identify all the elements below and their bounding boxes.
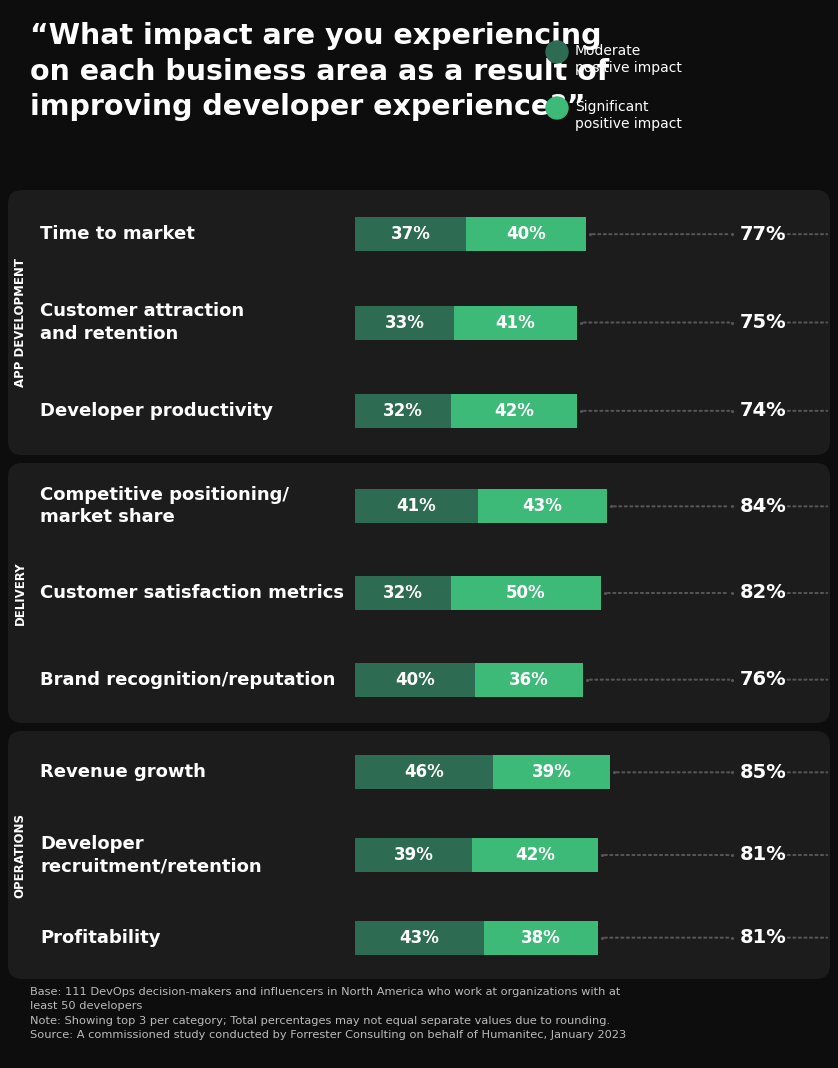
FancyBboxPatch shape: [355, 755, 493, 789]
Text: 82%: 82%: [740, 583, 787, 602]
Text: 74%: 74%: [740, 402, 787, 421]
Text: Developer
recruitment/retention: Developer recruitment/retention: [40, 835, 261, 875]
Text: OPERATIONS: OPERATIONS: [13, 813, 27, 897]
FancyBboxPatch shape: [355, 662, 475, 696]
Text: Significant
positive impact: Significant positive impact: [575, 100, 682, 131]
Text: 37%: 37%: [391, 225, 431, 244]
Text: 84%: 84%: [740, 497, 787, 516]
Text: 81%: 81%: [740, 846, 787, 864]
Text: Brand recognition/reputation: Brand recognition/reputation: [40, 671, 335, 689]
Text: DELIVERY: DELIVERY: [13, 561, 27, 625]
Text: Developer productivity: Developer productivity: [40, 402, 273, 420]
Text: 40%: 40%: [506, 225, 546, 244]
Text: Revenue growth: Revenue growth: [40, 764, 206, 782]
Text: 39%: 39%: [394, 846, 433, 864]
Text: Customer satisfaction metrics: Customer satisfaction metrics: [40, 584, 344, 602]
FancyBboxPatch shape: [355, 217, 466, 251]
FancyBboxPatch shape: [8, 464, 830, 723]
Text: 40%: 40%: [396, 671, 435, 689]
Text: 50%: 50%: [506, 584, 546, 602]
FancyBboxPatch shape: [478, 489, 607, 523]
Text: Competitive positioning/
market share: Competitive positioning/ market share: [40, 486, 289, 527]
FancyBboxPatch shape: [355, 576, 451, 610]
Text: 33%: 33%: [385, 314, 424, 331]
FancyBboxPatch shape: [451, 576, 601, 610]
FancyBboxPatch shape: [8, 731, 830, 979]
Text: 85%: 85%: [740, 763, 787, 782]
Text: 42%: 42%: [494, 402, 534, 420]
Text: 42%: 42%: [515, 846, 555, 864]
FancyBboxPatch shape: [466, 217, 586, 251]
Text: Profitability: Profitability: [40, 929, 161, 946]
FancyBboxPatch shape: [355, 305, 454, 340]
Text: APP DEVELOPMENT: APP DEVELOPMENT: [13, 258, 27, 387]
FancyBboxPatch shape: [355, 921, 484, 955]
Text: 41%: 41%: [495, 314, 535, 331]
Text: Customer attraction
and retention: Customer attraction and retention: [40, 302, 244, 343]
FancyBboxPatch shape: [355, 394, 451, 428]
Text: 76%: 76%: [740, 670, 787, 689]
Text: 39%: 39%: [531, 764, 572, 782]
FancyBboxPatch shape: [484, 921, 598, 955]
Text: 75%: 75%: [740, 313, 787, 332]
Text: 43%: 43%: [523, 498, 562, 516]
Text: 43%: 43%: [400, 929, 439, 946]
Text: 81%: 81%: [740, 928, 787, 947]
Text: 77%: 77%: [740, 224, 787, 244]
Text: 38%: 38%: [521, 929, 561, 946]
FancyBboxPatch shape: [355, 838, 472, 871]
FancyBboxPatch shape: [493, 755, 610, 789]
FancyBboxPatch shape: [454, 305, 577, 340]
Text: 32%: 32%: [383, 584, 423, 602]
Text: “What impact are you experiencing
on each business area as a result of
improving: “What impact are you experiencing on eac…: [30, 22, 609, 122]
Text: 46%: 46%: [404, 764, 444, 782]
FancyBboxPatch shape: [355, 489, 478, 523]
Text: 32%: 32%: [383, 402, 423, 420]
Text: Base: 111 DevOps decision-makers and influencers in North America who work at or: Base: 111 DevOps decision-makers and inf…: [30, 987, 626, 1040]
Circle shape: [546, 41, 568, 63]
Text: Time to market: Time to market: [40, 225, 195, 244]
Text: 36%: 36%: [510, 671, 549, 689]
FancyBboxPatch shape: [8, 190, 830, 455]
Text: Moderate
positive impact: Moderate positive impact: [575, 44, 682, 76]
FancyBboxPatch shape: [451, 394, 577, 428]
Text: 41%: 41%: [396, 498, 437, 516]
FancyBboxPatch shape: [475, 662, 583, 696]
Circle shape: [546, 97, 568, 119]
FancyBboxPatch shape: [472, 838, 598, 871]
